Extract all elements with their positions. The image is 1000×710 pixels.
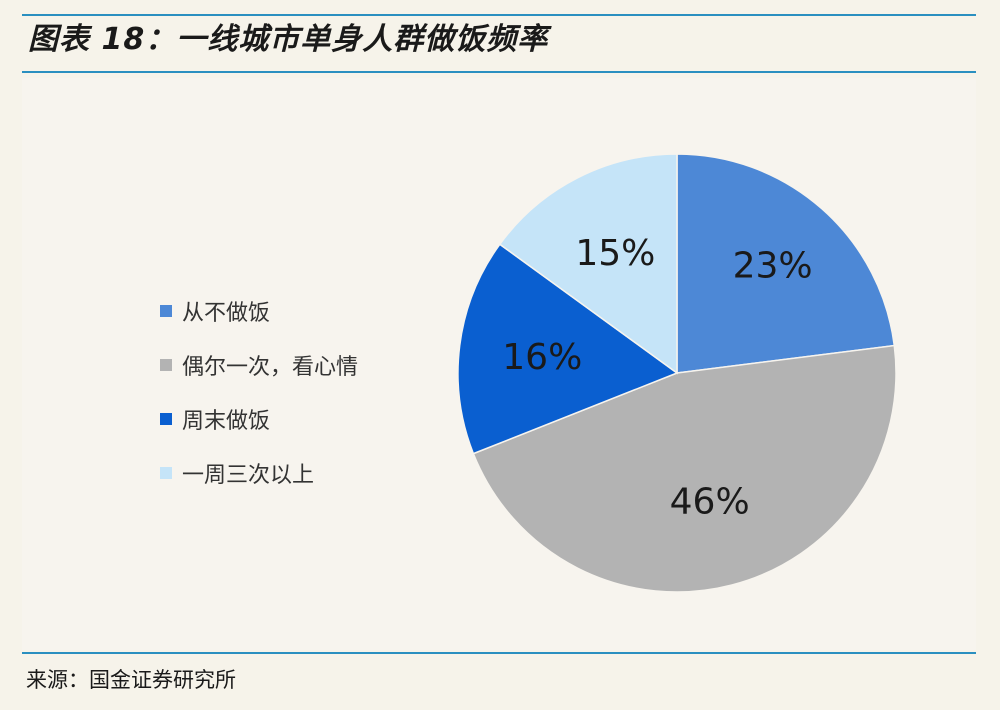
pie-data-label: 23% [733,246,813,287]
legend-label: 从不做饭 [182,301,271,326]
chart-title: 图表 18：一线城市单身人群做饭频率 [28,22,549,57]
legend-item-weekend: 周末做饭 [160,392,358,446]
pie-slice-occasionally [472,344,897,593]
legend-swatch [160,305,172,317]
pie-slice-weekend [457,243,679,455]
legend: 从不做饭 偶尔一次，看心情 周末做饭 一周三次以上 [160,284,358,500]
legend-item-thrice-weekly: 一周三次以上 [160,446,358,500]
pie-slice-thrice-weekly [498,153,678,375]
legend-label: 周末做饭 [182,409,271,434]
legend-swatch [160,413,172,425]
legend-item-never: 从不做饭 [160,284,358,338]
legend-swatch [160,359,172,371]
pie-data-label: 46% [670,481,750,522]
legend-item-occasionally: 偶尔一次，看心情 [160,338,358,392]
pie-slice-never [676,153,896,374]
title-rule [22,71,976,73]
pie-data-label: 15% [575,233,655,274]
legend-label: 偶尔一次，看心情 [182,355,359,380]
source-note: 来源：国金证券研究所 [26,668,236,692]
top-rule [22,14,976,16]
legend-swatch [160,467,172,479]
bottom-rule [22,652,976,654]
legend-label: 一周三次以上 [182,463,315,488]
pie-data-label: 16% [502,337,582,378]
